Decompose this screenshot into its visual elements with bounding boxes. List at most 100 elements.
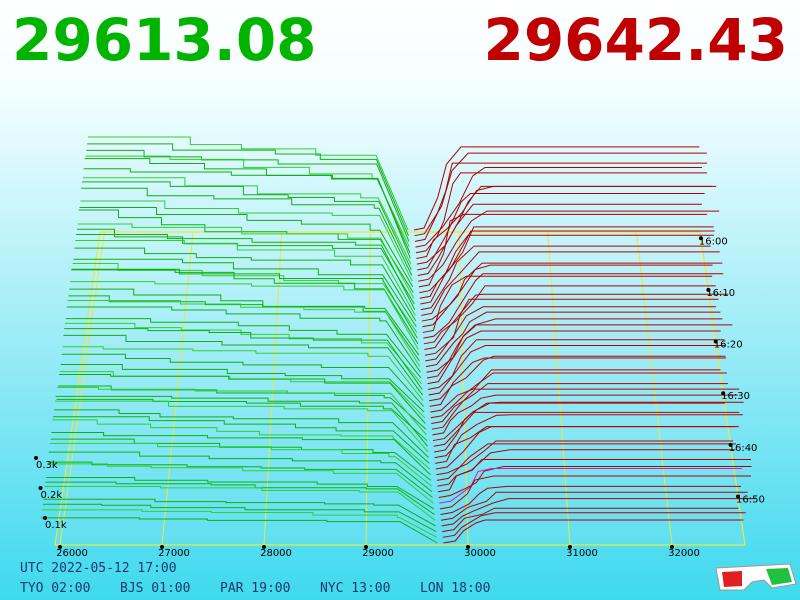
bid-depth-line: [52, 419, 431, 470]
ask-depth-line: [443, 519, 744, 544]
price-tick-label: 31000: [566, 548, 598, 559]
bid-depth-line: [51, 432, 431, 476]
bid-depth-line: [71, 268, 418, 339]
ask-depth-line: [436, 443, 736, 481]
bid-depth-line: [47, 463, 434, 504]
bid-depth-line: [59, 373, 426, 424]
ask-depth-line: [425, 311, 721, 368]
ask-depth-line: [419, 226, 714, 294]
bid-depth-line: [41, 517, 438, 544]
grid-line: [365, 231, 371, 546]
ask-depth-line: [433, 401, 744, 447]
utc-time: UTC 2022-05-12 17:00: [20, 561, 177, 576]
bid-depth-line: [74, 247, 417, 322]
ask-depth-line: [415, 166, 703, 248]
ask-depth-line: [438, 458, 751, 493]
ask-depth-line: [417, 203, 702, 277]
3d-glasses-icon[interactable]: [715, 563, 797, 591]
tick-dot: [568, 545, 572, 549]
ask-depth-line: [423, 285, 716, 345]
price-tick-label: 30000: [464, 548, 496, 559]
ask-depth-line: [422, 275, 713, 333]
zone-time: NYC 13:00: [320, 581, 390, 596]
bid-depth-line: [76, 234, 416, 310]
grid-line: [263, 231, 283, 546]
time-tick-label: 16:20: [714, 340, 743, 351]
ask-depth-line: [442, 512, 746, 538]
ask-depth-line: [429, 357, 727, 407]
ask-depth-line: [429, 355, 726, 402]
bid-depth-line: [46, 476, 435, 510]
ask-depth-line: [430, 372, 727, 419]
price-tick-label: 26000: [56, 548, 88, 559]
ask-depth-line: [435, 426, 739, 470]
ask-depth-line: [421, 262, 723, 322]
bid-depth-line: [79, 207, 414, 288]
ask-depth-line: [431, 388, 740, 430]
ask-depth-line: [419, 230, 715, 299]
time-tick-label: 16:40: [729, 443, 758, 454]
tick-dot: [736, 494, 741, 499]
bid-depth-line: [82, 177, 412, 265]
bid-depth-line: [88, 136, 409, 231]
time-tick-label: 16:00: [699, 236, 728, 247]
tick-dot: [38, 486, 43, 490]
bid-depth-line: [78, 209, 414, 293]
bid-price: 29613.08: [12, 6, 317, 74]
bid-depth-line: [44, 485, 436, 521]
ask-depth-line: [439, 475, 751, 510]
tick-dot: [466, 545, 470, 549]
tick-dot: [706, 287, 711, 292]
bid-depth-line: [64, 328, 423, 390]
tick-dot: [670, 545, 674, 549]
bid-depth-line: [65, 322, 422, 384]
bid-depth-line: [53, 409, 430, 458]
bid-depth-line: [77, 223, 415, 299]
price-tick-label: 32000: [668, 548, 700, 559]
bid-depth-line: [82, 181, 412, 271]
bid-depth-line: [55, 395, 428, 447]
bid-depth-line: [69, 288, 420, 356]
bid-depth-line: [48, 451, 433, 493]
ask-depth-line: [441, 498, 756, 527]
ask-depth-line: [430, 369, 721, 413]
bid-depth-line: [68, 295, 420, 362]
ask-depth-line: [421, 251, 720, 316]
bid-depth-line: [83, 168, 411, 259]
ask-depth-line: [425, 306, 717, 362]
zone-time: TYO 02:00: [20, 581, 90, 596]
depth-tick-label: 0.2k: [41, 490, 63, 501]
bid-depth-line: [49, 442, 432, 487]
bid-depth-line: [75, 239, 416, 316]
ask-depth-line: [418, 213, 708, 288]
ask-depth-line: [413, 146, 700, 231]
bid-depth-line: [65, 318, 422, 379]
bid-depth-line: [62, 346, 424, 402]
bid-depth-line: [50, 438, 432, 481]
price-tick-label: 29000: [362, 548, 394, 559]
depth-lines: [41, 136, 756, 544]
time-tick-label: 16:10: [706, 288, 735, 299]
tick-dot: [728, 442, 733, 447]
tick-dot: [721, 391, 726, 396]
bid-depth-line: [43, 498, 436, 527]
tick-dot: [34, 456, 38, 460]
bid-depth-line: [57, 386, 427, 436]
ask-depth-line: [442, 507, 739, 533]
bid-depth-line: [45, 481, 435, 515]
tick-dot: [364, 545, 368, 549]
tick-dot: [713, 339, 718, 344]
time-tick-label: 16:50: [736, 494, 765, 505]
grid-line: [547, 231, 571, 546]
ask-depth-line: [439, 468, 742, 504]
bid-depth-line: [60, 363, 425, 413]
grid-line: [636, 231, 673, 546]
bid-depth-line: [42, 503, 437, 533]
time-tick-label: 16:30: [721, 391, 750, 402]
ask-depth-line: [420, 234, 714, 305]
ask-depth-line: [416, 185, 717, 265]
ask-depth-line: [426, 324, 733, 379]
bid-depth-line: [87, 143, 409, 236]
